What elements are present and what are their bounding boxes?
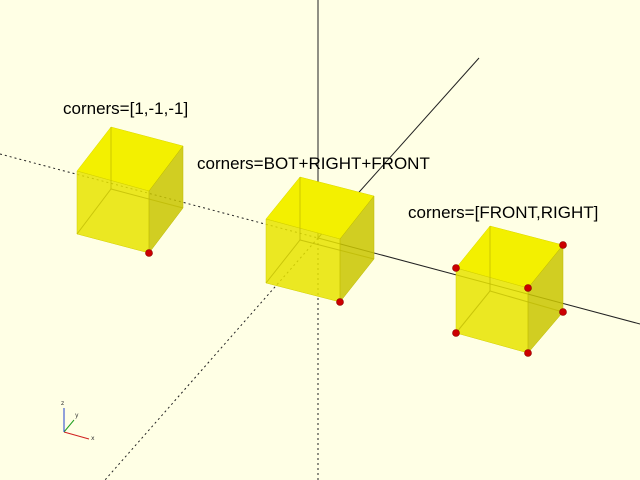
- cube-2-label: corners=BOT+RIGHT+FRONT: [197, 154, 430, 174]
- cube-3-corner-marker: [560, 242, 567, 249]
- cube-1-corner-marker: [146, 250, 153, 257]
- gizmo-x-label: x: [91, 435, 95, 442]
- cube-3: [453, 226, 567, 357]
- cube-3-corner-marker: [525, 350, 532, 357]
- cube-1: [77, 127, 183, 257]
- cube-2: [266, 177, 374, 306]
- cube-3-corner-marker: [453, 265, 460, 272]
- cube-1-label: corners=[1,-1,-1]: [63, 99, 188, 119]
- cube-3-label: corners=[FRONT,RIGHT]: [408, 203, 598, 223]
- gizmo-z-label: z: [61, 400, 64, 407]
- cube-3-corner-marker: [525, 285, 532, 292]
- cube-2-corner-marker: [337, 299, 344, 306]
- cube-3-corner-marker: [453, 330, 460, 337]
- gizmo-y-label: y: [75, 412, 79, 419]
- gizmo-x-axis: [64, 432, 89, 439]
- gizmo-y-axis: [64, 420, 74, 432]
- cube-3-corner-marker: [560, 309, 567, 316]
